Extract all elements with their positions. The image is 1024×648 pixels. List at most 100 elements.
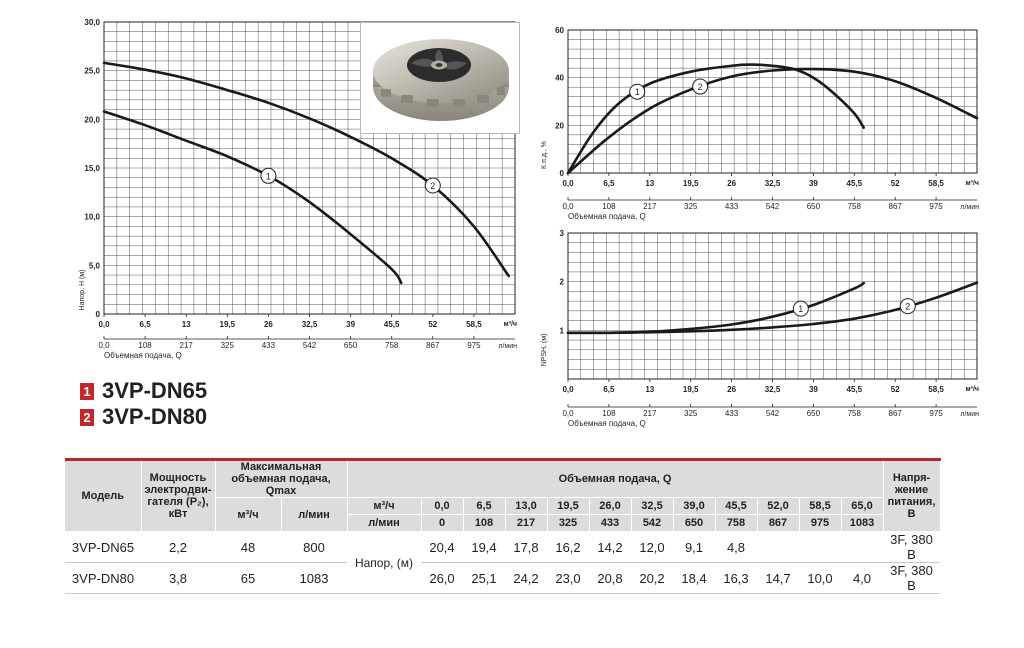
- x-tick-label: 0,0: [562, 385, 574, 394]
- head-cell: 19,4: [463, 531, 505, 563]
- x2-tick-label: 758: [848, 202, 862, 211]
- flow-lmin-cell: 433: [589, 514, 632, 532]
- x2-tick-label: 108: [138, 341, 152, 350]
- y-tick-label: 25,0: [84, 67, 100, 76]
- x-axis-label: Объемная подача, Q: [568, 419, 646, 428]
- curve-label: 1: [798, 304, 803, 314]
- x-tick-label: 19,5: [220, 320, 236, 329]
- x2-tick-label: 650: [344, 341, 358, 350]
- series-line-2: [566, 67, 979, 175]
- head-cell: [799, 531, 841, 563]
- x-axis-label: Объемная подача, Q: [104, 351, 182, 360]
- curve-marker: [629, 83, 646, 100]
- flow-lmin-cell: 975: [799, 514, 842, 532]
- y-axis-label: NPSH, (м): [541, 334, 548, 367]
- flow-m3-cell: 65,0: [841, 497, 884, 515]
- y-tick-label: 40: [555, 74, 564, 83]
- x2-tick-label: 433: [725, 202, 739, 211]
- x-tick-label: 45,5: [384, 320, 400, 329]
- x2-tick-label: 108: [602, 202, 616, 211]
- qmax-lmin-cell: 800: [281, 531, 347, 563]
- curve-label: 2: [698, 82, 703, 92]
- x2-tick-label: 542: [766, 409, 780, 418]
- header-max-flow: Максимальная объемная подача, Qmax: [215, 458, 348, 498]
- flow-m3-cell: 39,0: [673, 497, 716, 515]
- x-tick-label: 26: [727, 179, 736, 188]
- x-tick-label: 39: [809, 385, 818, 394]
- head-cell: 23,0: [547, 562, 589, 594]
- head-cell: 12,0: [631, 531, 673, 563]
- flow-m3-cell: 32,5: [631, 497, 674, 515]
- x2-tick-label: 542: [766, 202, 780, 211]
- x-tick-label: 45,5: [847, 179, 863, 188]
- table-row: 3VP-DN65 2,2 48 800 Напор, (м) 20,4 19,4…: [65, 531, 940, 594]
- voltage-cell: 3F, 380 В: [883, 562, 940, 594]
- x2-tick-label: 325: [684, 202, 698, 211]
- curve-marker: [260, 167, 277, 184]
- x-tick-label: 26: [264, 320, 273, 329]
- head-cell: 10,0: [799, 562, 841, 594]
- flow-lmin-cell: 867: [757, 514, 800, 532]
- efficiency-chart-plot: 0 20 40 60 0,0 6,5 13 19,5 26 32,5 39 45,5 52 58,5 0,0…: [541, 26, 979, 221]
- qmax-lmin-cell: 1083: [281, 562, 347, 594]
- x-tick-label: 58,5: [466, 320, 482, 329]
- x2-tick-label: 0,0: [98, 341, 110, 350]
- x-tick-label: 32,5: [302, 320, 318, 329]
- x-tick-label: 6,5: [603, 385, 615, 394]
- x-tick-label: 19,5: [683, 385, 699, 394]
- header-flow: Объемная подача, Q: [347, 458, 884, 498]
- curve-label: 2: [430, 181, 435, 191]
- impeller-photo: [360, 22, 520, 134]
- x2-tick-label: 0,0: [562, 409, 574, 418]
- x-tick-label: 52: [891, 385, 900, 394]
- head-cell: [841, 531, 883, 563]
- x2-tick-label: 325: [221, 341, 235, 350]
- x2-tick-label: 217: [643, 409, 657, 418]
- flow-m3-cell: 0,0: [421, 497, 464, 515]
- y-tick-label: 30,0: [84, 18, 100, 27]
- legend-item-1: 1 3VP-DN65: [80, 378, 207, 404]
- flow-m3-cell: 58,5: [799, 497, 842, 515]
- x2-tick-label: 0,0: [562, 202, 574, 211]
- voltage-cell: 3F, 380 В: [883, 531, 940, 563]
- x2-tick-label: 542: [303, 341, 317, 350]
- x-tick-label: 26: [727, 385, 736, 394]
- flow-m3-cell: 45,5: [715, 497, 758, 515]
- table-header-row: Модель Мощность электродви-гателя (P₂), …: [65, 458, 941, 532]
- x-tick-label: 13: [645, 385, 654, 394]
- x2-tick-label: 758: [385, 341, 399, 350]
- x2-unit-label: л/мин: [960, 411, 979, 418]
- y-axis-label: Напор, H (м): [79, 270, 86, 311]
- series-line-1: [102, 110, 403, 285]
- head-cell: 25,1: [463, 562, 505, 594]
- y-tick-label: 60: [555, 26, 564, 35]
- flow-m3-cell: 26,0: [589, 497, 632, 515]
- flow-lmin-cell: 1083: [841, 514, 884, 532]
- model-cell: 3VP-DN65: [65, 531, 141, 563]
- head-cell: 4,0: [841, 562, 883, 594]
- x2-tick-label: 433: [725, 409, 739, 418]
- power-cell: 3,8: [141, 562, 215, 594]
- x2-tick-label: 217: [643, 202, 657, 211]
- x-tick-label: 39: [346, 320, 355, 329]
- legend-item-2: 2 3VP-DN80: [80, 404, 207, 430]
- plot-frame: [567, 232, 978, 380]
- x2-tick-label: 975: [929, 409, 943, 418]
- head-cell: 17,8: [505, 531, 547, 563]
- x-unit-label: м³/ч: [503, 321, 517, 328]
- series-line-2: [566, 281, 979, 335]
- x-tick-label: 0,0: [98, 320, 110, 329]
- x-unit-label: м³/ч: [965, 386, 979, 393]
- x-tick-label: 6,5: [140, 320, 152, 329]
- x-tick-label: 58,5: [928, 179, 944, 188]
- header-max-m3: м³/ч: [215, 497, 282, 532]
- head-cell: 14,2: [589, 531, 631, 563]
- flow-lmin-cell: 217: [505, 514, 548, 532]
- head-cell: 4,8: [715, 531, 757, 563]
- flow-m3-cell: 13,0: [505, 497, 548, 515]
- legend-number: 2: [80, 408, 94, 426]
- x2-tick-label: 975: [929, 202, 943, 211]
- header-max-lmin: л/мин: [281, 497, 348, 532]
- head-cell: 26,0: [421, 562, 463, 594]
- x-tick-label: 39: [809, 179, 818, 188]
